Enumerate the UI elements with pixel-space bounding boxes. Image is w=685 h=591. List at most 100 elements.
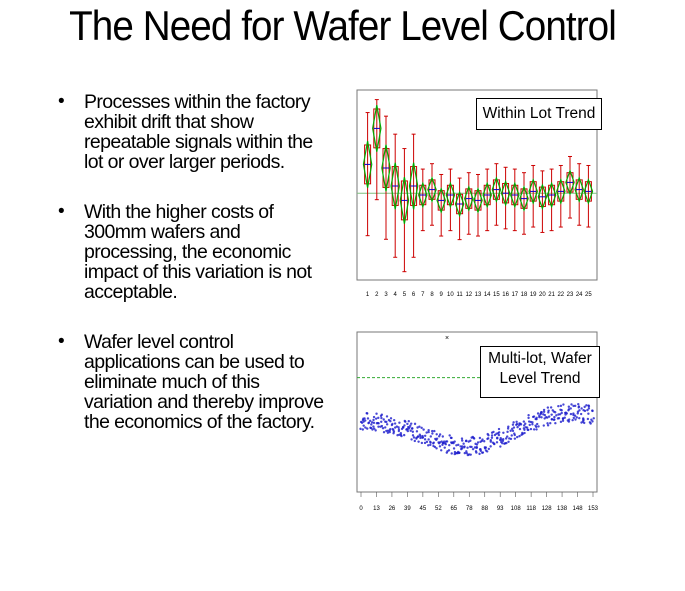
data-point (522, 424, 526, 427)
data-point (392, 418, 396, 422)
x-tick-label: 17 (511, 292, 518, 298)
data-point (385, 415, 389, 418)
data-point (553, 415, 556, 419)
data-point (513, 437, 517, 440)
data-point (559, 404, 563, 408)
data-point (406, 422, 409, 426)
data-point (536, 412, 540, 415)
data-point (413, 439, 417, 443)
data-point (397, 429, 401, 433)
data-point (410, 438, 413, 441)
data-point (389, 417, 393, 420)
data-point (402, 426, 405, 429)
data-point (550, 413, 553, 416)
mean-diamond (408, 162, 419, 210)
mean-diamond (574, 176, 584, 204)
data-point (398, 421, 401, 424)
data-point (388, 430, 391, 434)
data-point (380, 420, 383, 423)
data-point (529, 427, 533, 431)
bullet-text: Processes within the factory exhibit dri… (84, 91, 313, 173)
data-point (365, 411, 368, 415)
data-point (429, 443, 432, 447)
data-point (535, 425, 538, 429)
x-tick-label: 128 (542, 506, 553, 512)
data-point (525, 426, 529, 429)
x-tick-label: 13 (475, 292, 482, 298)
data-point (416, 426, 419, 429)
data-point (570, 403, 573, 406)
data-point (591, 409, 594, 413)
data-point (563, 416, 566, 419)
data-point (578, 416, 581, 420)
data-point (437, 441, 440, 444)
x-tick-label: 22 (557, 292, 564, 298)
data-point (419, 436, 422, 440)
data-point (411, 427, 414, 430)
data-point (532, 415, 536, 418)
data-point (453, 440, 456, 443)
data-point (502, 431, 505, 434)
data-point (423, 441, 427, 445)
data-point (376, 421, 380, 425)
data-point (499, 445, 502, 448)
data-point (410, 422, 413, 425)
data-point (399, 432, 403, 435)
data-point (463, 446, 466, 449)
x-tick-label: 45 (420, 506, 427, 512)
x-tick-label: 78 (466, 506, 473, 512)
data-point (367, 421, 371, 424)
x-tick-label: 20 (539, 292, 546, 298)
data-point (523, 428, 526, 431)
x-tick-label: 12 (465, 292, 472, 298)
data-point (366, 427, 369, 430)
data-point (427, 428, 430, 432)
data-point (587, 405, 591, 408)
data-point (362, 424, 365, 427)
data-point (415, 430, 419, 433)
data-point (555, 414, 558, 417)
data-point (535, 417, 538, 421)
mean-diamond (537, 183, 548, 211)
data-point (380, 424, 384, 428)
data-point (591, 420, 594, 423)
x-tick-label: 108 (511, 506, 522, 512)
data-point (370, 421, 374, 424)
data-point (497, 433, 501, 437)
data-point (484, 446, 488, 449)
data-point (435, 433, 438, 436)
mean-diamond (362, 140, 373, 188)
data-point (546, 424, 550, 427)
data-point (524, 422, 527, 425)
data-point (587, 412, 590, 415)
data-point (577, 402, 580, 406)
data-point (465, 450, 468, 453)
data-point (469, 453, 472, 456)
data-point (386, 431, 390, 434)
data-point (574, 404, 577, 408)
data-point (478, 436, 482, 440)
data-point (377, 425, 380, 428)
data-point (482, 440, 486, 443)
data-point (510, 434, 513, 437)
data-point (554, 411, 557, 414)
data-point (389, 420, 392, 423)
data-point (392, 430, 396, 433)
mean-diamond (390, 162, 400, 210)
data-point (557, 404, 560, 408)
data-point (440, 440, 443, 443)
x-tick-label: 13 (373, 506, 380, 512)
data-point (592, 417, 595, 420)
data-point (579, 412, 583, 416)
data-point (433, 429, 436, 433)
data-point (374, 417, 378, 420)
mean-diamond (583, 177, 594, 205)
data-point (583, 409, 587, 413)
data-point (448, 434, 451, 437)
mean-diamond (546, 181, 557, 209)
data-point (587, 407, 591, 410)
data-point (419, 435, 422, 438)
data-point (464, 439, 468, 443)
data-point (427, 444, 430, 447)
data-point (382, 418, 385, 421)
